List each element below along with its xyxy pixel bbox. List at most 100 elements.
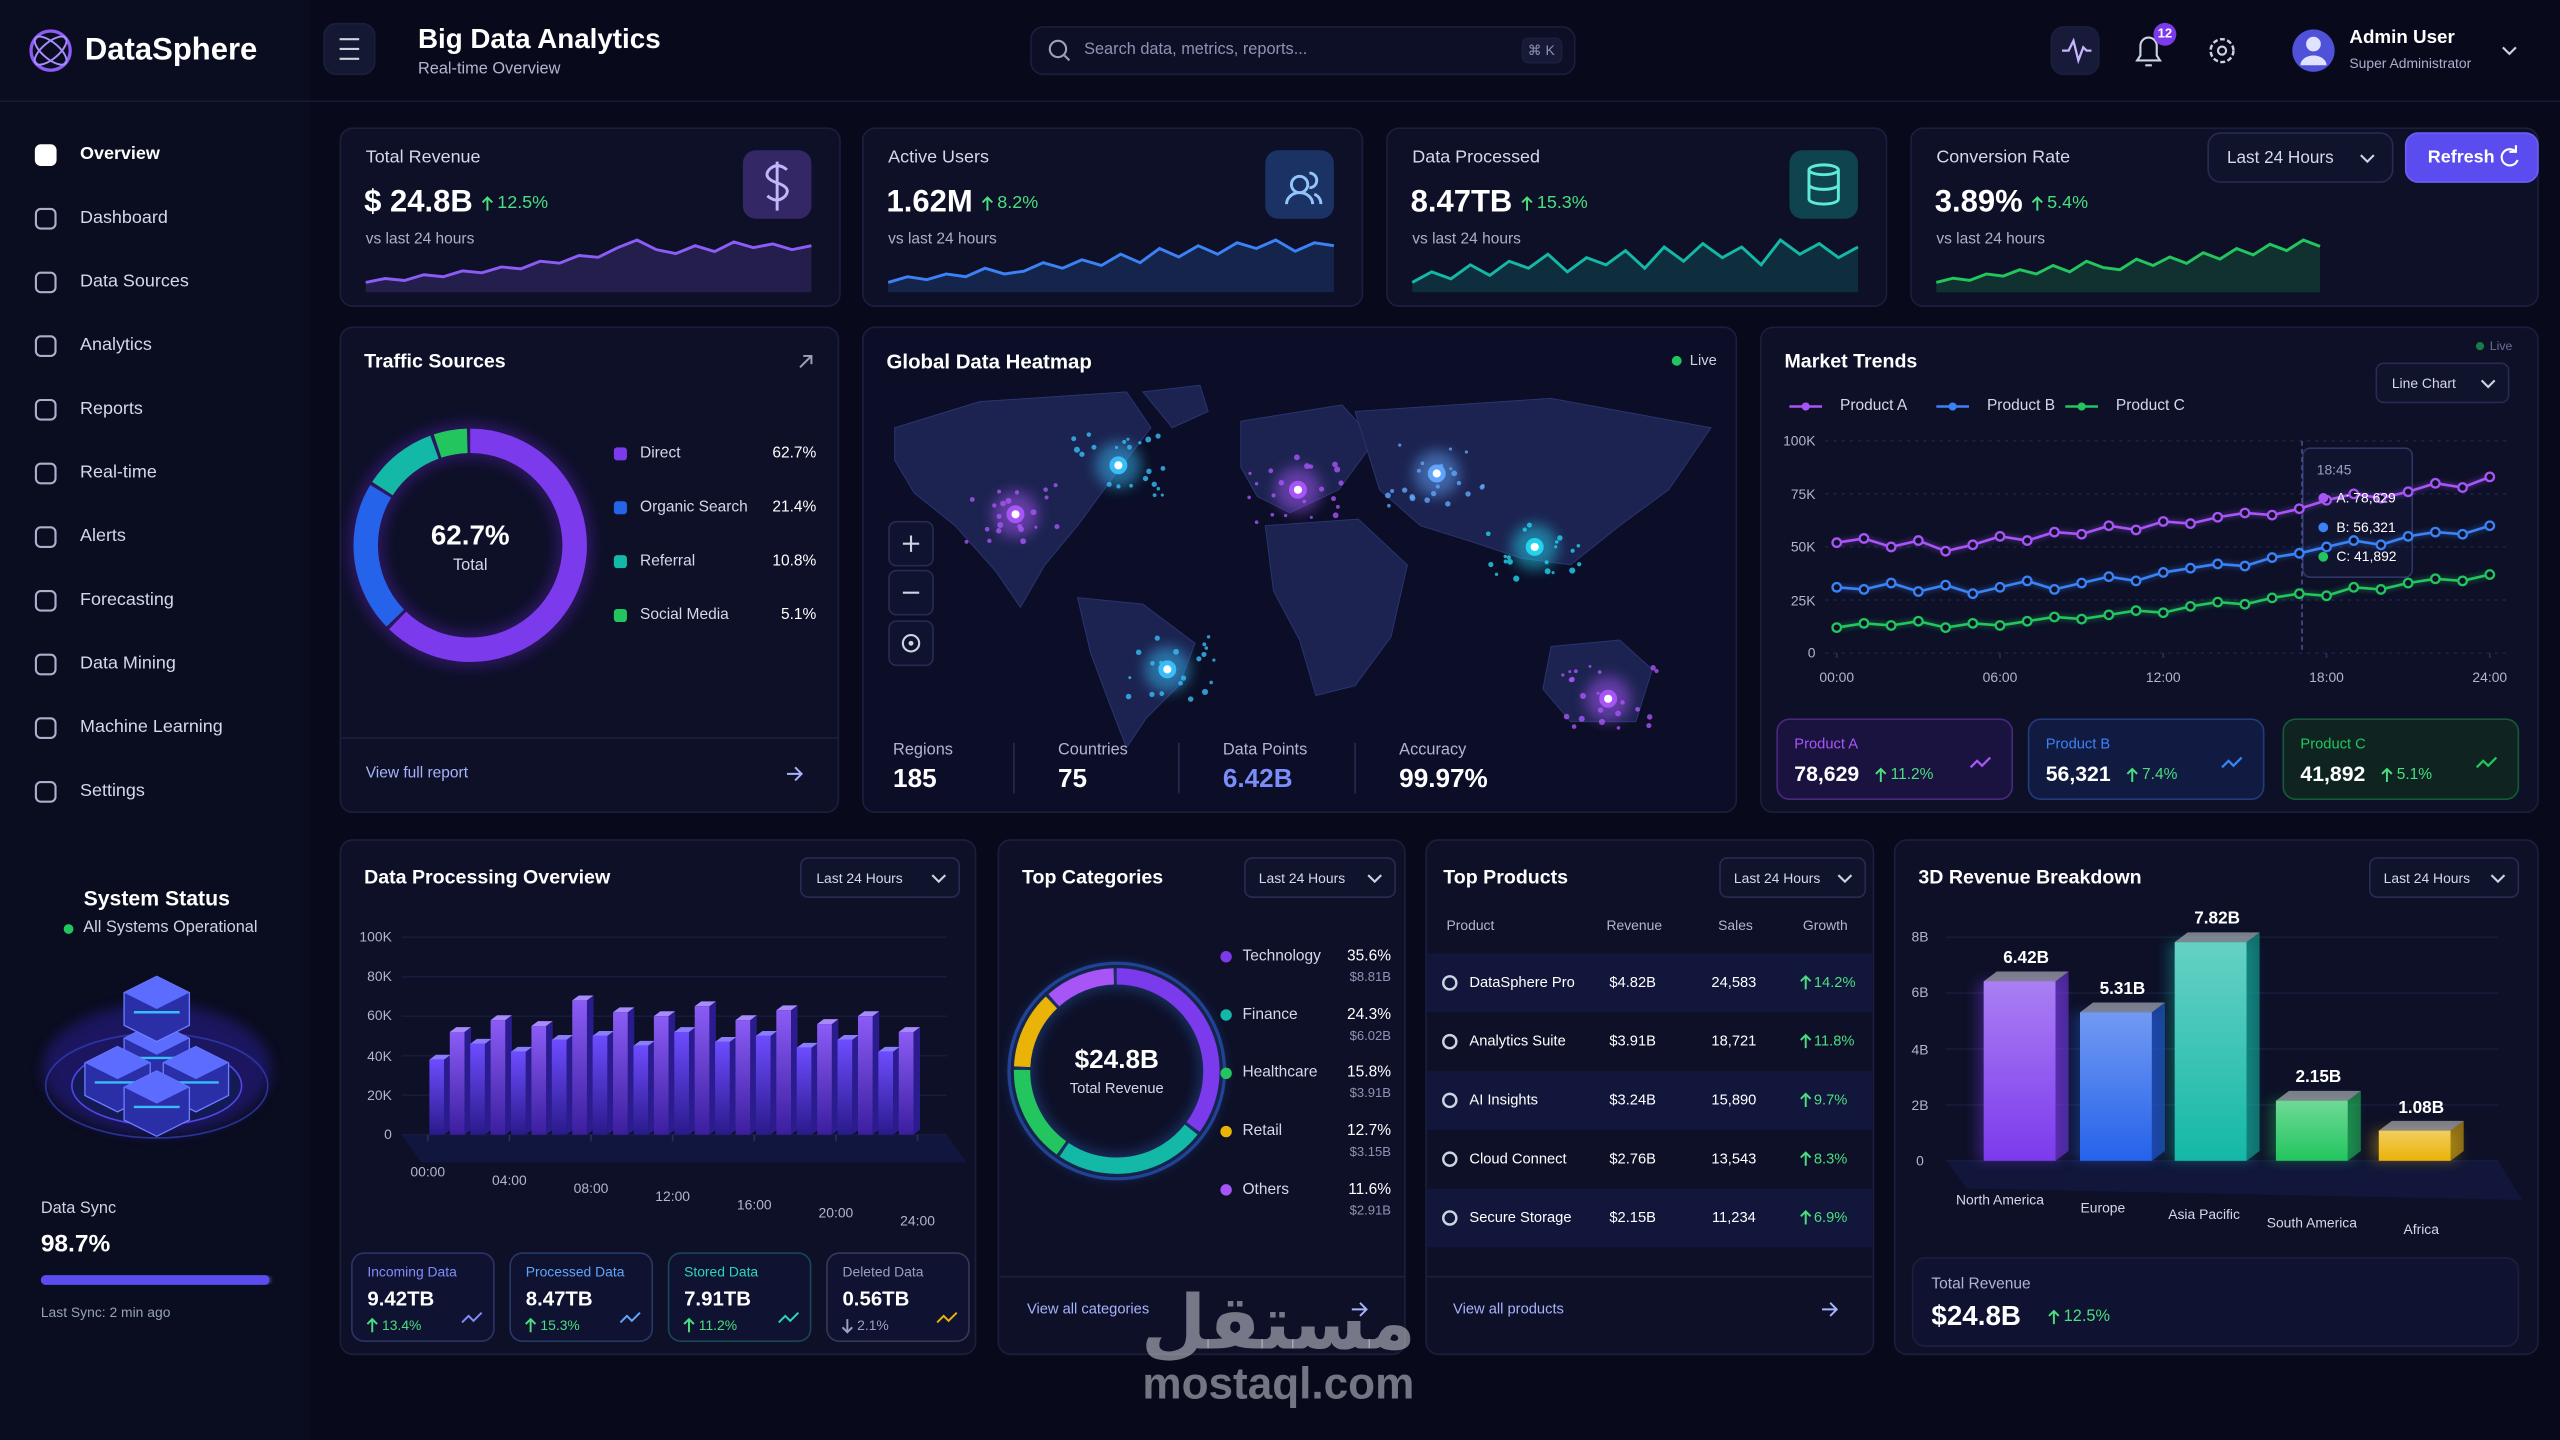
data-dot [1568, 670, 1572, 674]
data-dot [1456, 480, 1462, 486]
nav-item[interactable]: Alerts [80, 526, 126, 547]
refresh-button[interactable] [2404, 132, 2539, 183]
donut-segment [353, 428, 587, 663]
bar [490, 1020, 506, 1135]
arrow-icon [1800, 974, 1812, 990]
kpi-icon [765, 161, 789, 211]
bar-top [653, 1011, 676, 1017]
bar-side [2246, 932, 2260, 1161]
bar-side [852, 1034, 859, 1135]
bar-top [796, 1042, 818, 1048]
table-cell: 11,234 [1711, 1208, 1756, 1226]
data-dot [1513, 575, 1520, 582]
stat-value: 75 [1057, 765, 1088, 794]
legend-value: 11.6% [1348, 1180, 1392, 1199]
bar-side [505, 1015, 512, 1135]
nav-item[interactable]: Analytics [80, 335, 152, 356]
search-box[interactable] [1030, 26, 1576, 76]
card-label: Stored Data [684, 1263, 759, 1280]
y-tick-label: 0 [384, 1126, 392, 1143]
card-change: 11.2% [1890, 766, 1934, 785]
card-change: 7.4% [2142, 766, 2178, 785]
data-dot [1401, 487, 1408, 493]
data-dot [1248, 471, 1252, 475]
data-dot [984, 526, 990, 532]
series-point [2103, 571, 2115, 583]
bar-top [694, 1001, 716, 1007]
series-point [2049, 611, 2060, 623]
data-dot [1448, 447, 1452, 451]
chart-type-dropdown[interactable] [2375, 362, 2510, 404]
legend-amount: $6.02B [1349, 1028, 1392, 1043]
kpi-title: Active Users [888, 147, 989, 168]
table-cell: $3.91B [1609, 1032, 1656, 1049]
watermark: mostaql.com [1142, 1359, 1415, 1409]
data-dot [1293, 454, 1300, 461]
series-point [2348, 488, 2360, 500]
tooltip-time: 18:45 [2316, 461, 2352, 478]
status-text: All Systems Operational [83, 919, 258, 938]
series-point [1940, 545, 1951, 557]
series-point [1940, 622, 1951, 633]
data-dot [964, 539, 969, 544]
series-point [1885, 541, 1897, 553]
bar [449, 1031, 465, 1135]
series-point [1831, 581, 1843, 593]
shortcut-badge [1521, 37, 1563, 64]
live-label: Live [1689, 351, 1717, 369]
nav-item[interactable]: Forecasting [80, 590, 174, 610]
product-icon [1442, 1033, 1458, 1050]
nav-icon [34, 780, 57, 803]
view-link[interactable]: View all products [1453, 1300, 1564, 1317]
data-dot [1570, 548, 1575, 553]
nav-item[interactable]: Reports [80, 399, 143, 419]
nav-item[interactable]: Data Mining [80, 653, 176, 674]
continent [1141, 384, 1209, 429]
nav-icon [34, 653, 57, 676]
kpi-change: 5.4% [2047, 193, 2089, 214]
data-dot [1597, 670, 1602, 674]
series-point [1831, 537, 1843, 549]
map-control[interactable] [888, 520, 934, 567]
nav-item[interactable]: Overview [80, 144, 160, 165]
data-dot [1073, 446, 1080, 453]
y-tick-label: 2B [1911, 1096, 1929, 1113]
series-point [2076, 528, 2088, 540]
stat-value: 99.97% [1399, 765, 1488, 794]
series-point [1912, 615, 1924, 627]
nav-item[interactable]: Dashboard [80, 208, 168, 228]
data-dot [1331, 496, 1337, 502]
series-point [2076, 577, 2088, 589]
refresh-label[interactable]: Refresh [2427, 147, 2495, 168]
view-link[interactable]: View full report [365, 764, 469, 783]
legend-swatch [613, 447, 627, 461]
bar [694, 1006, 710, 1135]
series-point [2429, 477, 2441, 489]
product-card [2027, 718, 2265, 800]
bar-side [2055, 971, 2069, 1161]
series-point [2321, 541, 2332, 553]
view-link[interactable]: View all categories [1026, 1300, 1150, 1317]
stat-value: 185 [893, 765, 937, 794]
search-icon [1048, 39, 1068, 59]
kpi-change: 8.2% [997, 193, 1039, 214]
arrow-right-icon [1351, 1302, 1368, 1317]
panel-title: Market Trends [1784, 349, 1918, 373]
nav-item[interactable]: Settings [80, 781, 145, 801]
nav-item[interactable]: Data Sources [80, 271, 189, 292]
map-control[interactable] [888, 620, 934, 667]
arrow-icon [841, 1319, 853, 1334]
nav-item[interactable]: Real-time [80, 462, 157, 483]
expand-icon [799, 354, 813, 369]
legend-value: 62.7% [772, 444, 817, 463]
data-dot [1116, 484, 1121, 489]
data-dot [997, 489, 1002, 494]
x-tick-label: Europe [2080, 1198, 2126, 1216]
legend-label: Others [1242, 1180, 1290, 1199]
kpi-card [862, 127, 1364, 307]
data-dot [1020, 538, 1027, 545]
bar-side [484, 1038, 492, 1135]
data-dot [1424, 497, 1430, 503]
sparkline [1935, 238, 2321, 284]
nav-item[interactable]: Machine Learning [80, 717, 223, 738]
